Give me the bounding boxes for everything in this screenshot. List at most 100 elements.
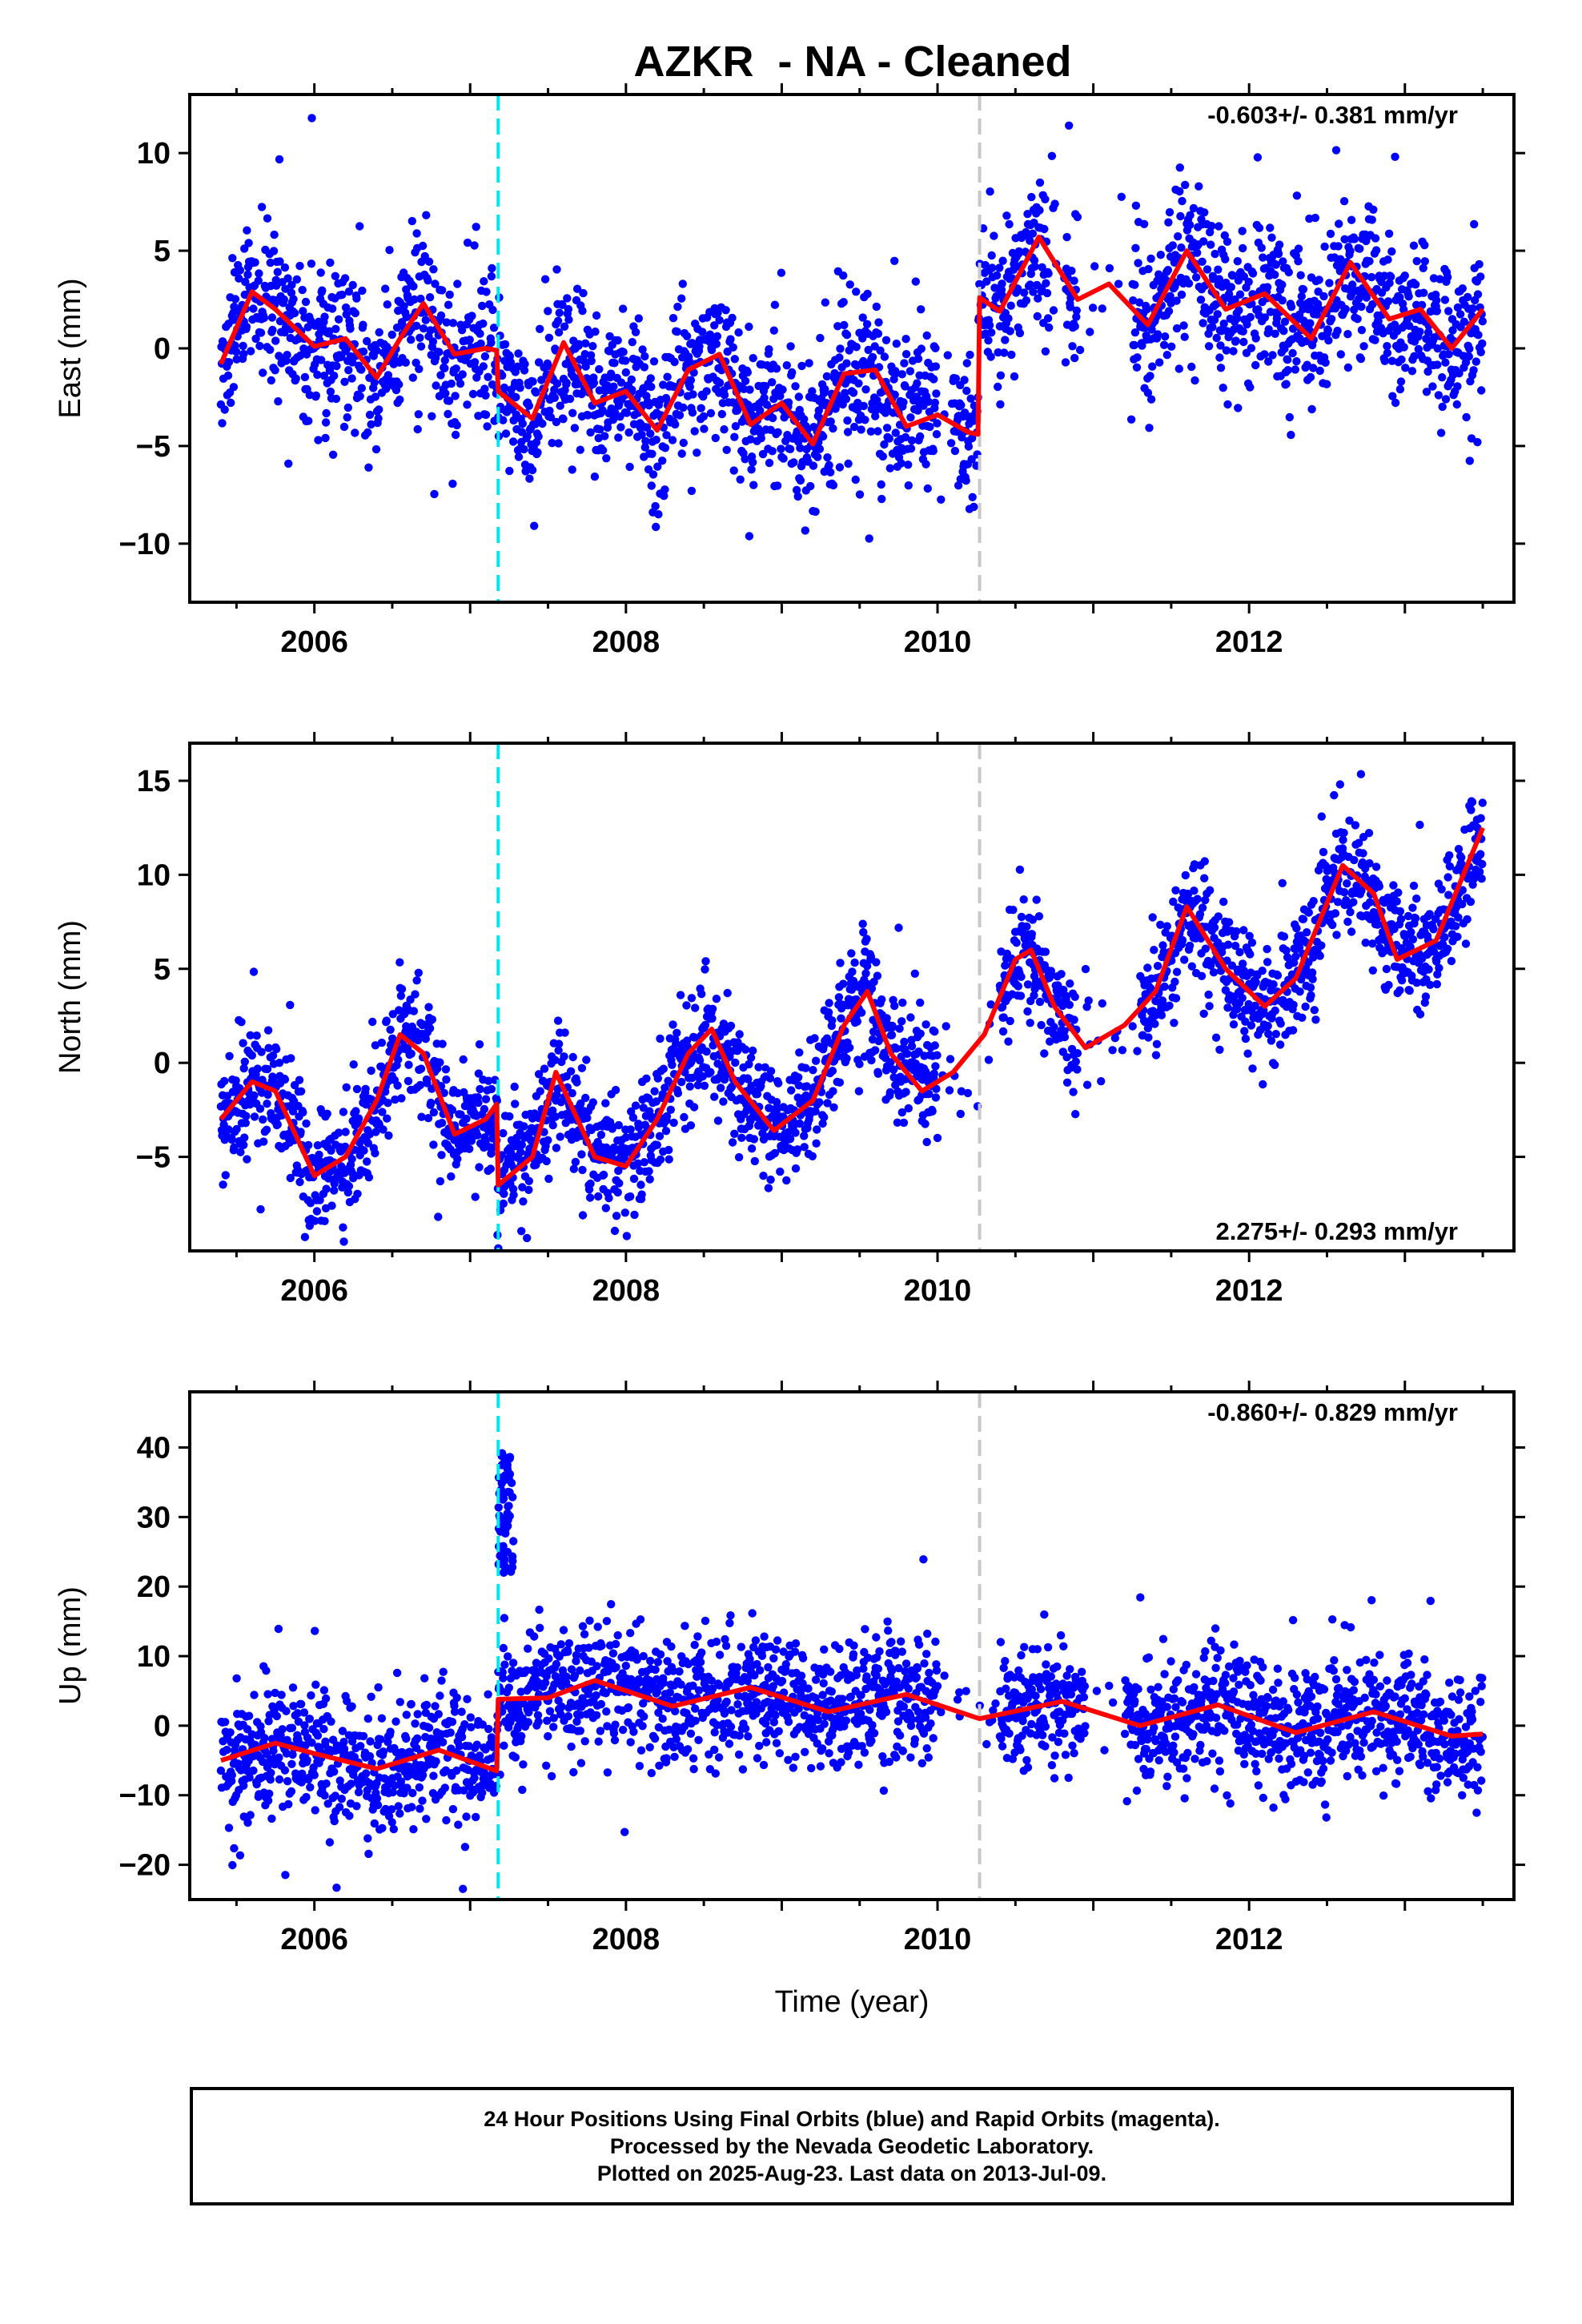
data-point [785,1134,795,1144]
data-point [868,352,877,362]
data-point [1247,344,1256,352]
data-point [731,1058,740,1068]
data-point [289,295,298,304]
data-point [560,1028,569,1037]
data-point [698,328,707,336]
data-point [656,1155,665,1164]
data-point [901,1088,910,1096]
data-point [417,1112,426,1121]
data-point [382,384,391,393]
data-point [1425,910,1434,919]
data-point [572,284,582,293]
data-point [1304,908,1314,917]
data-point [275,155,284,164]
data-point [685,357,694,366]
data-point [331,394,341,404]
data-point [646,429,655,438]
data-point [312,1207,322,1216]
data-point [584,411,592,420]
data-point [793,492,802,501]
data-point [772,364,781,373]
data-point [286,1000,295,1010]
data-point [253,1064,262,1073]
data-point [756,406,765,415]
data-point [1198,257,1207,266]
data-point [325,327,334,336]
data-point [839,298,848,307]
data-point [776,1167,785,1176]
data-point [669,1118,678,1128]
data-point [903,1049,912,1059]
data-point [338,290,347,300]
data-point [626,1125,635,1134]
data-point [486,1164,495,1173]
data-point [690,427,699,436]
data-point [232,1674,241,1683]
data-point [314,436,323,444]
data-point [706,1068,715,1077]
data-point [1239,243,1247,253]
data-point [988,263,997,272]
data-point [829,480,838,490]
data-point [1231,295,1239,304]
data-point [873,1069,883,1079]
data-point [1271,260,1281,269]
data-point [326,258,335,267]
data-point [1353,315,1362,324]
data-point [1059,985,1068,995]
data-point [1456,310,1465,319]
data-point [295,351,305,360]
data-point [1339,828,1348,838]
data-point [407,336,416,344]
data-point [882,424,892,432]
data-point [877,995,886,1004]
data-point [221,1171,230,1180]
data-point [357,384,366,392]
data-point [672,1039,681,1048]
data-point [483,422,492,431]
data-point [328,450,338,459]
data-point [228,1860,237,1870]
data-point [631,328,640,336]
data-point [435,348,444,356]
data-point [1333,326,1342,336]
data-point [468,389,478,399]
data-point [628,1113,638,1122]
data-point [1158,941,1167,950]
data-point [573,380,583,388]
data-point [653,462,662,471]
data-point [1433,360,1442,369]
data-point [530,521,539,530]
data-point [299,307,307,316]
data-point [1171,994,1181,1003]
data-point [440,356,449,365]
data-point [1211,300,1220,309]
data-point [957,1087,966,1096]
data-point [676,991,685,999]
data-point [528,377,537,386]
data-point [383,1114,391,1123]
data-point [967,455,976,464]
data-point [859,401,869,411]
data-point [689,390,697,399]
data-point [945,1086,954,1095]
data-point [1026,1019,1034,1027]
data-point [540,275,550,283]
data-point [342,1083,351,1092]
data-point [1414,344,1423,354]
data-point [263,214,272,223]
data-point [640,363,648,372]
data-point [1278,296,1287,305]
data-point [715,316,724,324]
data-point [987,328,996,337]
data-point [591,328,600,336]
data-point [408,216,416,226]
data-point [1248,269,1258,278]
data-point [286,1173,295,1183]
data-point [1458,899,1467,909]
data-point [887,1031,897,1039]
data-point [710,1092,719,1101]
data-point [391,1095,400,1104]
data-point [1367,272,1376,282]
data-point [1320,242,1329,251]
